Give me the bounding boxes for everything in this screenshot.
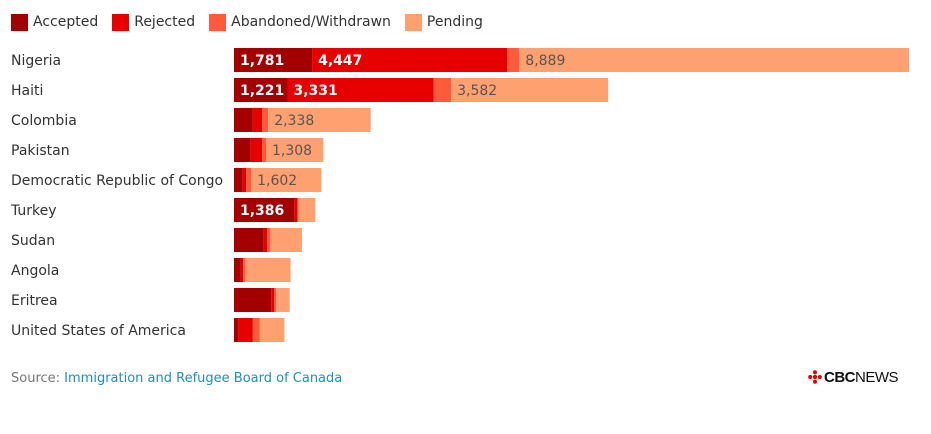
category-label: Haiti xyxy=(11,83,43,99)
bar-segment xyxy=(294,198,298,222)
category-label: Colombia xyxy=(11,113,77,129)
bar-segment xyxy=(252,318,260,342)
source-line: Source: Immigration and Refugee Board of… xyxy=(11,371,342,386)
data-label: 2,338 xyxy=(274,113,314,129)
cbc-gem-icon xyxy=(808,370,822,384)
bar-segment xyxy=(433,78,452,102)
bar-segment xyxy=(298,198,316,222)
bar-segment xyxy=(238,318,253,342)
data-label: 1,781 xyxy=(240,53,284,69)
category-label: Eritrea xyxy=(11,293,58,309)
bar-segment xyxy=(234,138,251,162)
bar-segment xyxy=(234,258,241,282)
cbc-news-logo: CBCNEWS xyxy=(808,368,899,386)
legend-item: Pending xyxy=(404,13,483,31)
bar-segment xyxy=(268,108,371,132)
category-label: United States of America xyxy=(11,323,186,339)
bar-segment xyxy=(276,288,290,312)
bar-segment xyxy=(262,138,267,162)
category-label: Democratic Republic of Congo xyxy=(11,173,223,189)
legend-label: Rejected xyxy=(134,14,196,30)
category-label: Nigeria xyxy=(11,53,61,69)
bar-segment xyxy=(263,228,268,252)
category-label: Angola xyxy=(11,263,59,279)
bar-segment xyxy=(252,108,263,132)
bar-segment xyxy=(234,228,264,252)
logo-wordmark: CBCNEWS xyxy=(824,368,899,386)
category-label: Pakistan xyxy=(11,143,70,159)
bar-segment xyxy=(234,168,243,192)
source-label: Source: xyxy=(11,371,65,386)
bar-segment xyxy=(234,198,295,222)
bar-segment xyxy=(266,138,324,162)
stacked-bar-chart: Nigeria 1,781 4,447 8,889 Haiti 1,221 3,331 3,5… xyxy=(10,48,909,342)
source-link[interactable]: Immigration and Refugee Board of Canada xyxy=(64,371,343,386)
bar-segment xyxy=(234,108,253,132)
legend-item: Rejected xyxy=(112,13,196,31)
bar-segment xyxy=(274,288,277,312)
bar-segment xyxy=(245,258,291,282)
data-label: 3,331 xyxy=(294,83,338,99)
bar-segment xyxy=(251,168,322,192)
data-label: 1,308 xyxy=(272,143,312,159)
data-label: 1,221 xyxy=(240,83,284,99)
bar-segment xyxy=(259,318,285,342)
category-label: Turkey xyxy=(10,203,57,219)
legend-item: Accepted xyxy=(11,13,99,31)
legend-label: Pending xyxy=(426,14,483,30)
logo-wordmark-bold: CBC xyxy=(824,368,856,386)
bar-segment xyxy=(246,168,252,192)
bar-segment xyxy=(287,78,434,102)
category-label: Sudan xyxy=(11,233,55,249)
legend-label: Accepted xyxy=(33,14,99,30)
legend-item: Abandoned/Withdrawn xyxy=(209,13,391,31)
bar-segment xyxy=(240,258,244,282)
bar-segment xyxy=(519,48,909,72)
bar-segment xyxy=(312,48,508,72)
legend-swatch xyxy=(11,13,28,31)
data-label: 8,889 xyxy=(525,53,565,69)
bar-segment xyxy=(234,288,272,312)
bar-segment xyxy=(242,168,247,192)
bar-segment xyxy=(270,228,302,252)
legend-swatch xyxy=(404,13,422,31)
logo-wordmark-light: NEWS xyxy=(855,368,899,386)
data-label: 3,582 xyxy=(457,83,497,99)
chart-legend: Accepted Rejected Abandoned/Withdrawn Pendi… xyxy=(11,12,497,32)
bar-segment xyxy=(243,258,246,282)
bar-segment xyxy=(250,138,263,162)
bar-segment xyxy=(262,108,269,132)
data-label: 4,447 xyxy=(318,53,362,69)
bar-segment xyxy=(507,48,520,72)
legend-swatch xyxy=(209,13,227,31)
bar-segment xyxy=(267,228,271,252)
bar-segment xyxy=(234,318,239,342)
legend-swatch xyxy=(112,13,130,31)
data-label: 1,386 xyxy=(240,203,284,219)
data-label: 1,602 xyxy=(257,173,297,189)
bar-segment xyxy=(234,78,288,102)
bar-segment xyxy=(271,288,275,312)
bar-segment xyxy=(297,198,299,222)
bar-segment xyxy=(451,78,609,102)
bar-segment xyxy=(234,48,313,72)
legend-label: Abandoned/Withdrawn xyxy=(231,14,391,30)
